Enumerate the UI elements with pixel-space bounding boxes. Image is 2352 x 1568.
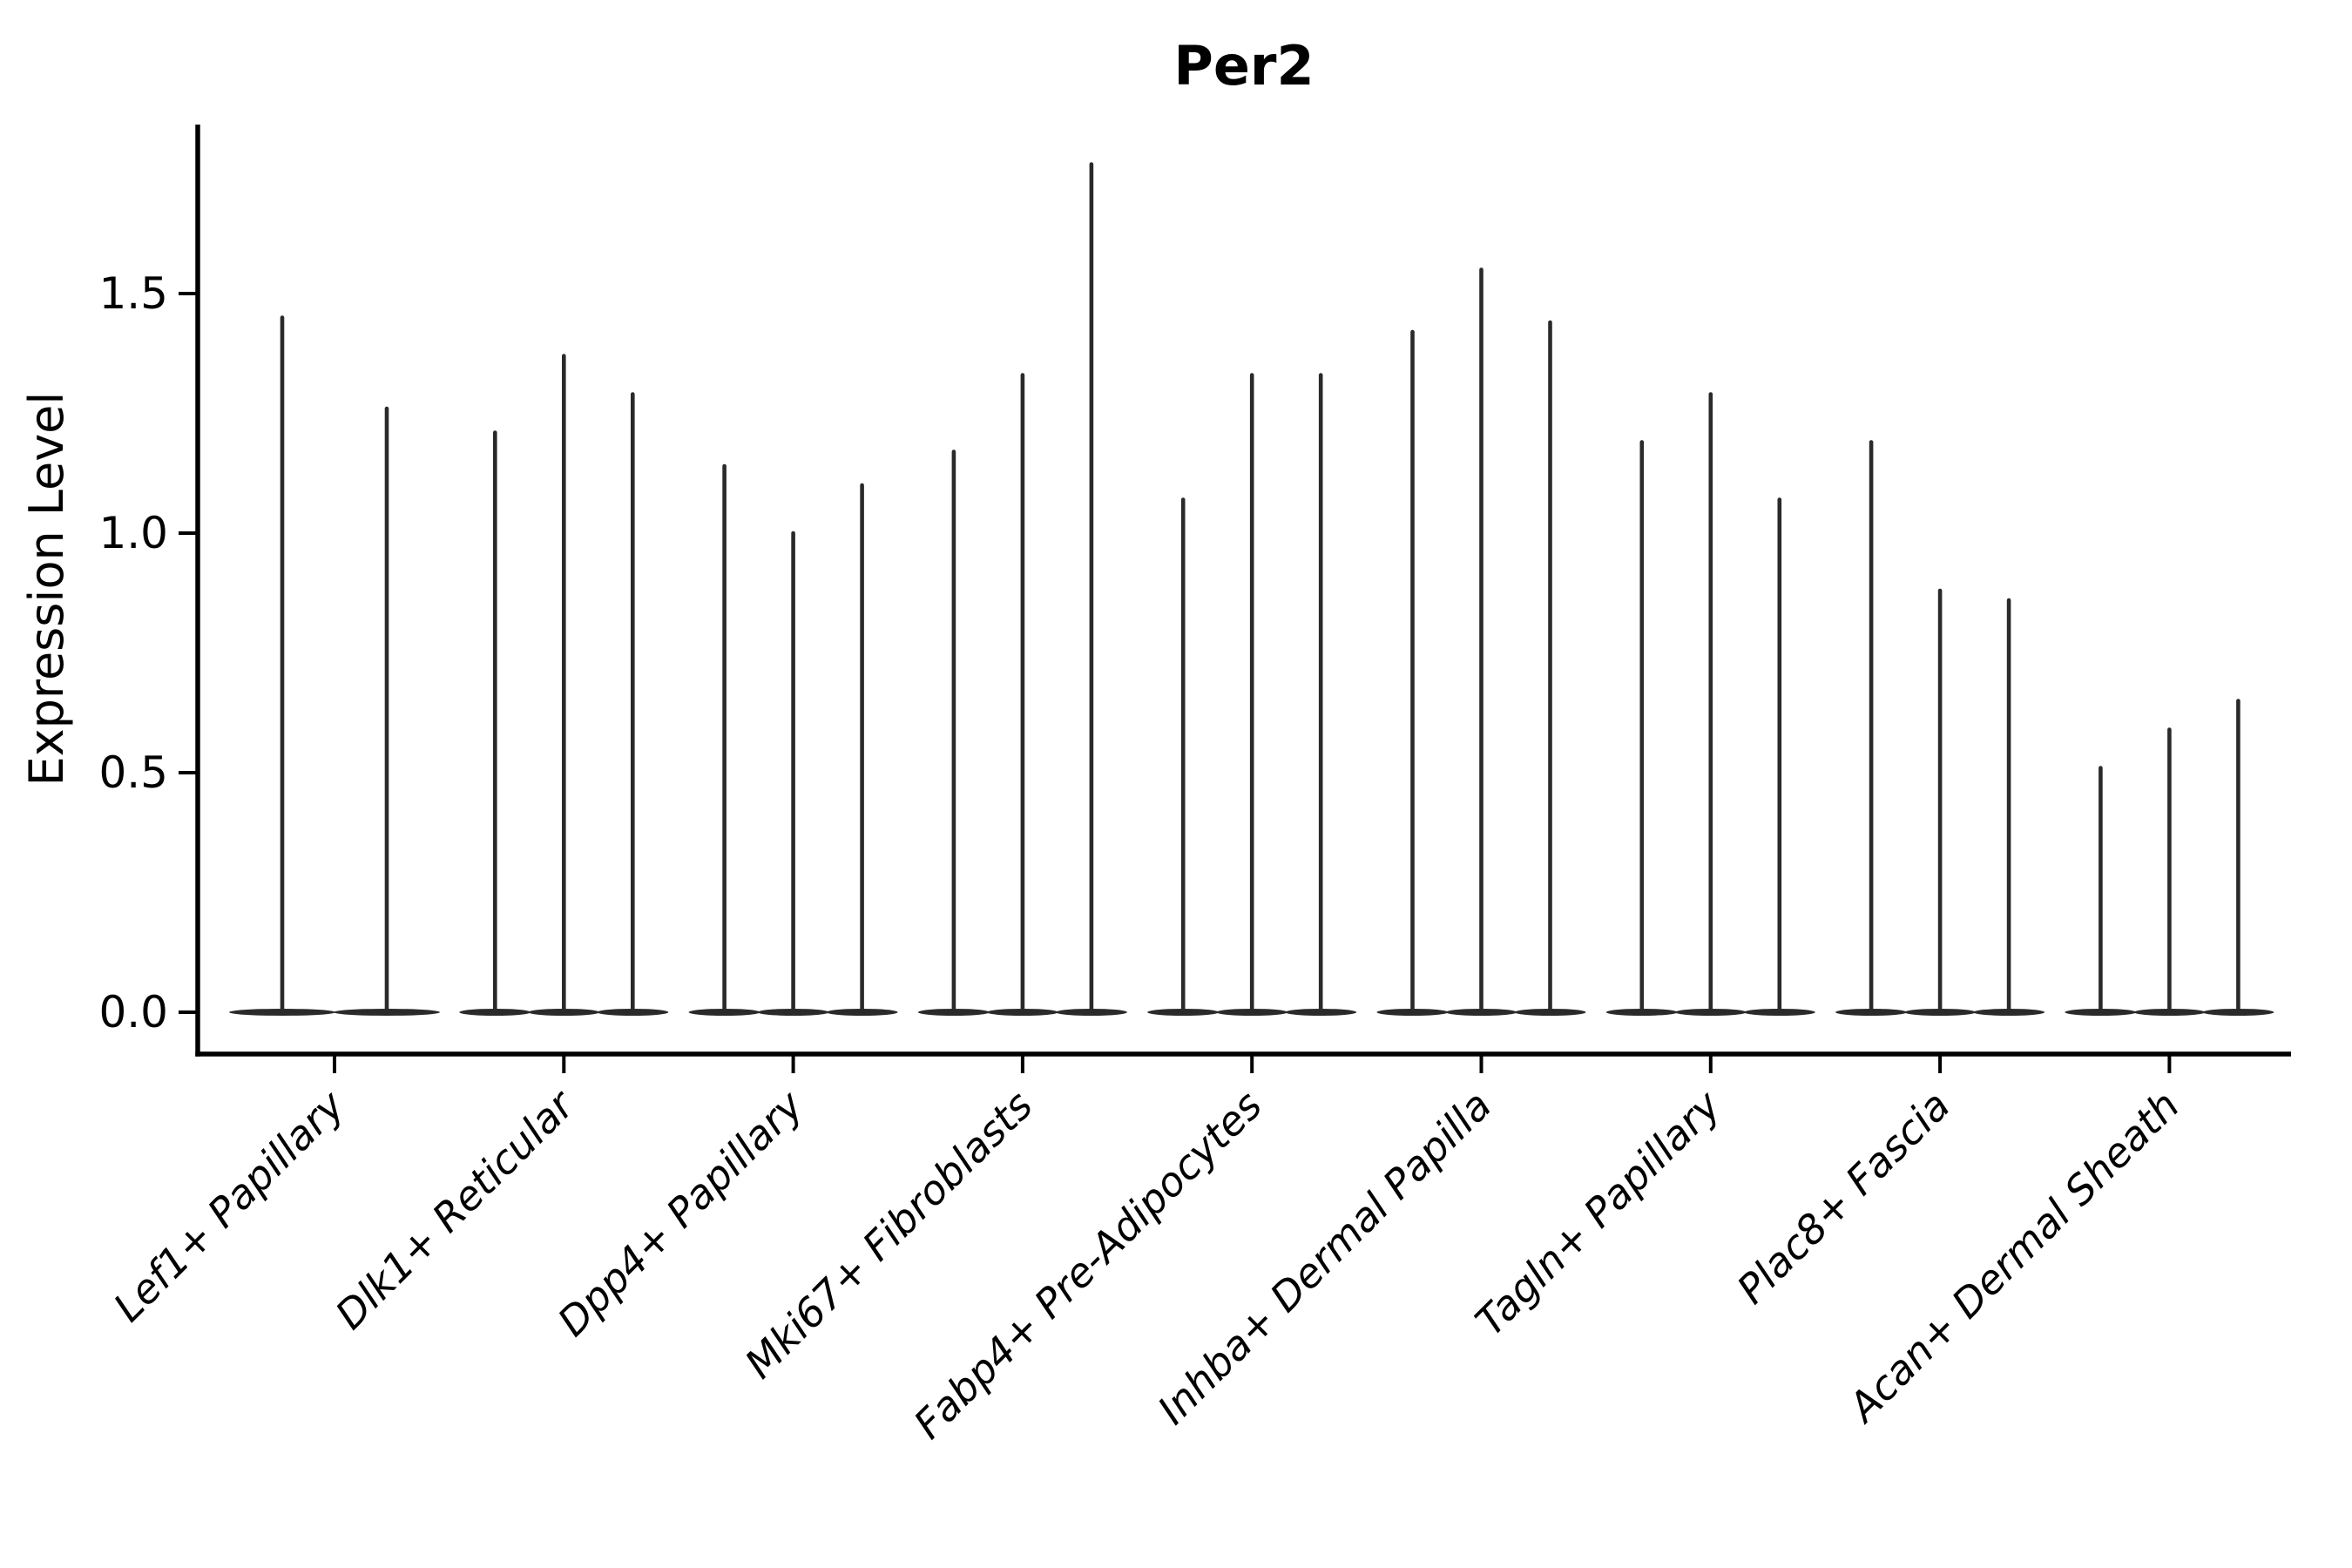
- violin-group: [229, 315, 440, 1016]
- y-tick-label: 1.0: [98, 508, 168, 558]
- y-tick-label: 1.5: [98, 268, 168, 319]
- x-tick-label: Tagln+ Papillary: [1466, 1081, 1730, 1345]
- violin-group: [1835, 440, 2045, 1016]
- violin-group: [2065, 699, 2274, 1016]
- x-tick-label: Dpp4+ Papillary: [549, 1081, 813, 1345]
- y-axis-label: Expression Level: [19, 392, 74, 787]
- violin-group: [688, 463, 898, 1016]
- plot-title: Per2: [1173, 34, 1314, 98]
- violin-group: [1147, 373, 1357, 1016]
- x-tick-label: Lef1+ Papillary: [105, 1081, 354, 1330]
- violin-group: [1376, 267, 1586, 1016]
- violin-group: [917, 162, 1127, 1016]
- violin-group: [459, 354, 669, 1016]
- y-tick-label: 0.0: [98, 987, 168, 1037]
- x-tick-label: Plac8+ Fascia: [1727, 1082, 1958, 1313]
- violins-layer: [229, 162, 2274, 1016]
- y-tick-label: 0.5: [98, 747, 168, 798]
- x-tick-label: Dlk1+ Reticular: [326, 1079, 585, 1338]
- violin-group: [1605, 392, 1815, 1016]
